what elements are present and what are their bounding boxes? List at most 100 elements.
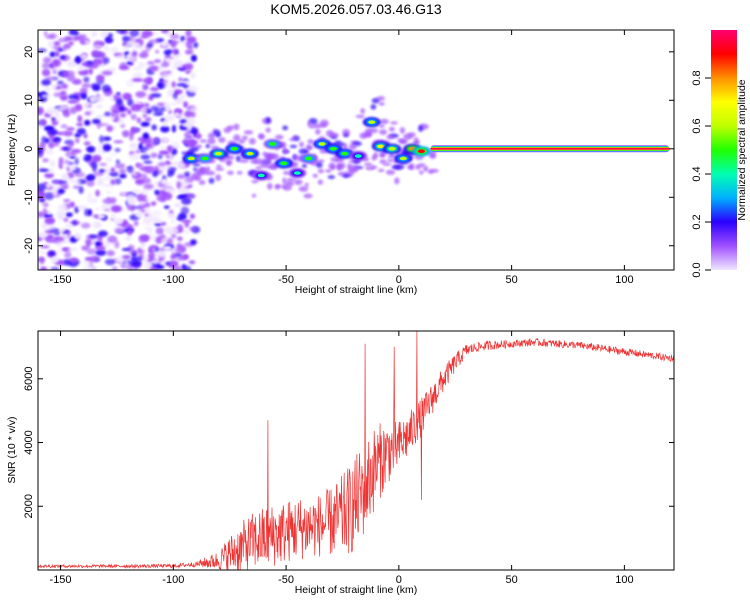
noise-cell — [74, 31, 80, 37]
noise-cell — [114, 228, 124, 234]
noise-cell — [92, 85, 101, 92]
noise-cell — [61, 83, 68, 89]
noise-cell — [161, 137, 170, 143]
noise-cell — [140, 125, 145, 130]
noise-cell — [83, 76, 90, 83]
noise-cell — [137, 197, 149, 202]
snr-x-tick-label: 50 — [505, 574, 517, 586]
halo-cell — [280, 141, 287, 149]
noise-cell — [169, 102, 178, 106]
noise-cell — [57, 204, 66, 212]
noise-cell — [122, 45, 129, 51]
noise-cell — [121, 93, 131, 100]
noise-cell — [89, 234, 100, 239]
noise-cell — [86, 242, 91, 247]
noise-cell — [86, 180, 95, 187]
noise-cell — [80, 222, 91, 229]
noise-cell — [51, 255, 59, 263]
halo-cell — [387, 154, 397, 159]
noise-cell — [104, 243, 114, 247]
noise-cell — [122, 35, 131, 42]
noise-cell — [38, 125, 44, 130]
noise-cell — [66, 61, 77, 67]
noise-cell — [167, 260, 179, 268]
noise-cell — [66, 166, 71, 172]
noise-cell — [130, 259, 142, 267]
noise-cell — [109, 46, 119, 54]
noise-cell — [173, 60, 184, 68]
noise-cell — [193, 42, 199, 49]
noise-cell — [90, 238, 96, 245]
noise-cell — [69, 151, 77, 156]
halo-cell — [394, 177, 400, 185]
noise-cell — [151, 124, 157, 131]
noise-cell — [186, 193, 196, 199]
noise-cell — [176, 83, 187, 87]
halo-cell — [385, 169, 396, 175]
halo-cell — [409, 165, 415, 171]
noise-cell — [54, 51, 60, 57]
noise-cell — [67, 161, 75, 166]
noise-cell — [104, 36, 114, 44]
noise-cell — [77, 115, 83, 123]
noise-cell — [94, 245, 106, 251]
halo-cell — [386, 134, 394, 140]
halo-cell — [336, 166, 342, 171]
noise-cell — [95, 176, 106, 184]
noise-cell — [67, 99, 79, 104]
noise-cell — [40, 266, 47, 270]
noise-cell — [155, 49, 160, 54]
noise-cell — [174, 202, 182, 208]
noise-cell — [114, 240, 120, 249]
halo-cell — [192, 163, 201, 167]
spectrogram-frame — [37, 29, 675, 271]
snr-y-tick-label: 6000 — [23, 367, 35, 391]
noise-cell — [164, 114, 175, 122]
noise-cell — [90, 255, 100, 262]
noise-cell — [116, 53, 127, 60]
halo-cell — [259, 163, 266, 168]
noise-cell — [52, 69, 57, 75]
halo-cell — [370, 104, 377, 110]
noise-cell — [86, 248, 97, 255]
noise-cell — [184, 265, 192, 270]
noise-cell — [98, 168, 105, 173]
halo-cell — [274, 184, 280, 190]
noise-cell — [132, 172, 138, 177]
noise-cell — [71, 78, 82, 85]
halo-cell — [396, 138, 405, 142]
signal-blob-core — [417, 149, 425, 154]
halo-cell — [262, 157, 271, 165]
noise-cell — [145, 197, 152, 201]
noise-cell — [59, 104, 70, 111]
noise-cell — [165, 261, 170, 266]
halo-cell — [386, 158, 395, 162]
signal-blob-core — [318, 142, 326, 146]
noise-cell — [130, 103, 136, 111]
noise-cell — [53, 236, 65, 242]
noise-cell — [113, 140, 124, 144]
noise-cell — [141, 50, 149, 54]
halo-cell — [325, 130, 334, 137]
noise-cell — [155, 236, 162, 244]
noise-cell — [92, 221, 102, 229]
noise-cell — [41, 68, 51, 77]
noise-cell — [44, 172, 54, 179]
snr-y-tick-label: 2000 — [23, 494, 35, 518]
noise-cell — [167, 167, 175, 174]
noise-cell — [188, 226, 197, 231]
halo-cell — [213, 129, 221, 137]
signal-blob-core — [399, 156, 407, 161]
noise-cell — [149, 86, 160, 92]
signal-blob-core — [305, 156, 313, 161]
snr-y-tick-label: 4000 — [23, 430, 35, 454]
noise-cell — [111, 108, 121, 115]
noise-cell — [98, 122, 109, 127]
noise-cell — [64, 250, 72, 259]
noise-cell — [157, 161, 168, 167]
halo-cell — [292, 162, 299, 166]
noise-cell — [148, 65, 159, 72]
halo-cell — [241, 135, 248, 141]
noise-cell — [84, 111, 91, 116]
noise-cell — [136, 247, 142, 254]
